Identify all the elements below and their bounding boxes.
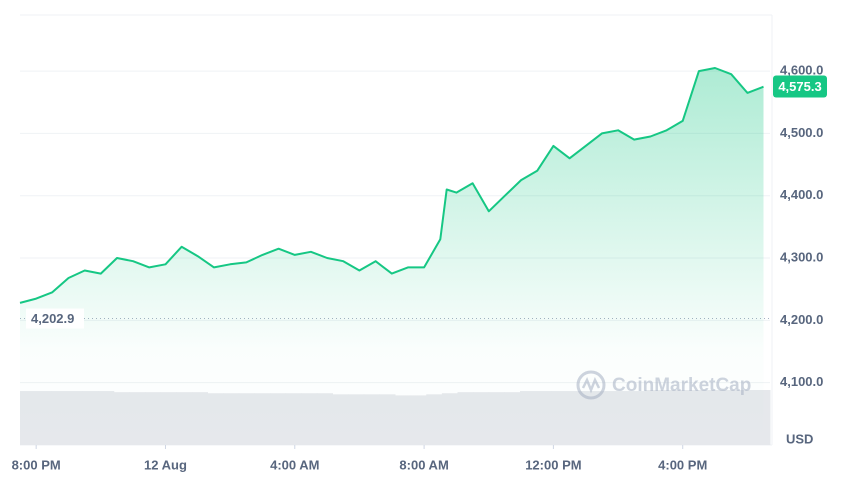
y-tick-label: 4,400.0: [780, 187, 823, 202]
y-tick-label: 4,200.0: [780, 312, 823, 327]
watermark-logo: [576, 370, 606, 400]
price-line: [19, 67, 764, 304]
reference-label: 4,202.9: [31, 311, 74, 326]
currency-label: USD: [786, 431, 813, 446]
watermark: CoinMarketCap: [576, 370, 751, 400]
watermark-logo: [581, 376, 601, 394]
y-tick-label: 4,100.0: [780, 374, 823, 389]
reference-label-bg: [26, 308, 84, 329]
x-tick-label: 12 Aug: [144, 457, 187, 472]
y-tick-label: 4,600.0: [780, 63, 823, 78]
x-tick-label: 8:00 PM: [12, 457, 61, 472]
watermark-text: CoinMarketCap: [612, 375, 751, 396]
x-tick-label: 12:00 PM: [525, 457, 581, 472]
x-tick-label: 4:00 AM: [270, 457, 319, 472]
y-tick-label: 4,500.0: [780, 125, 823, 140]
plot: 4,202.9: [19, 67, 770, 445]
axes: 4,100.0 4,200.0 4,300.0 4,400.0 4,500.0 4,600…: [12, 63, 827, 472]
last-price-badge: [773, 75, 827, 98]
price-area: [20, 68, 764, 445]
last-price-label: 4,575.3: [778, 79, 821, 94]
x-tick-label: 8:00 AM: [399, 457, 448, 472]
x-tick-label: 4:00 PM: [658, 457, 707, 472]
y-tick-label: 4,300.0: [780, 249, 823, 264]
